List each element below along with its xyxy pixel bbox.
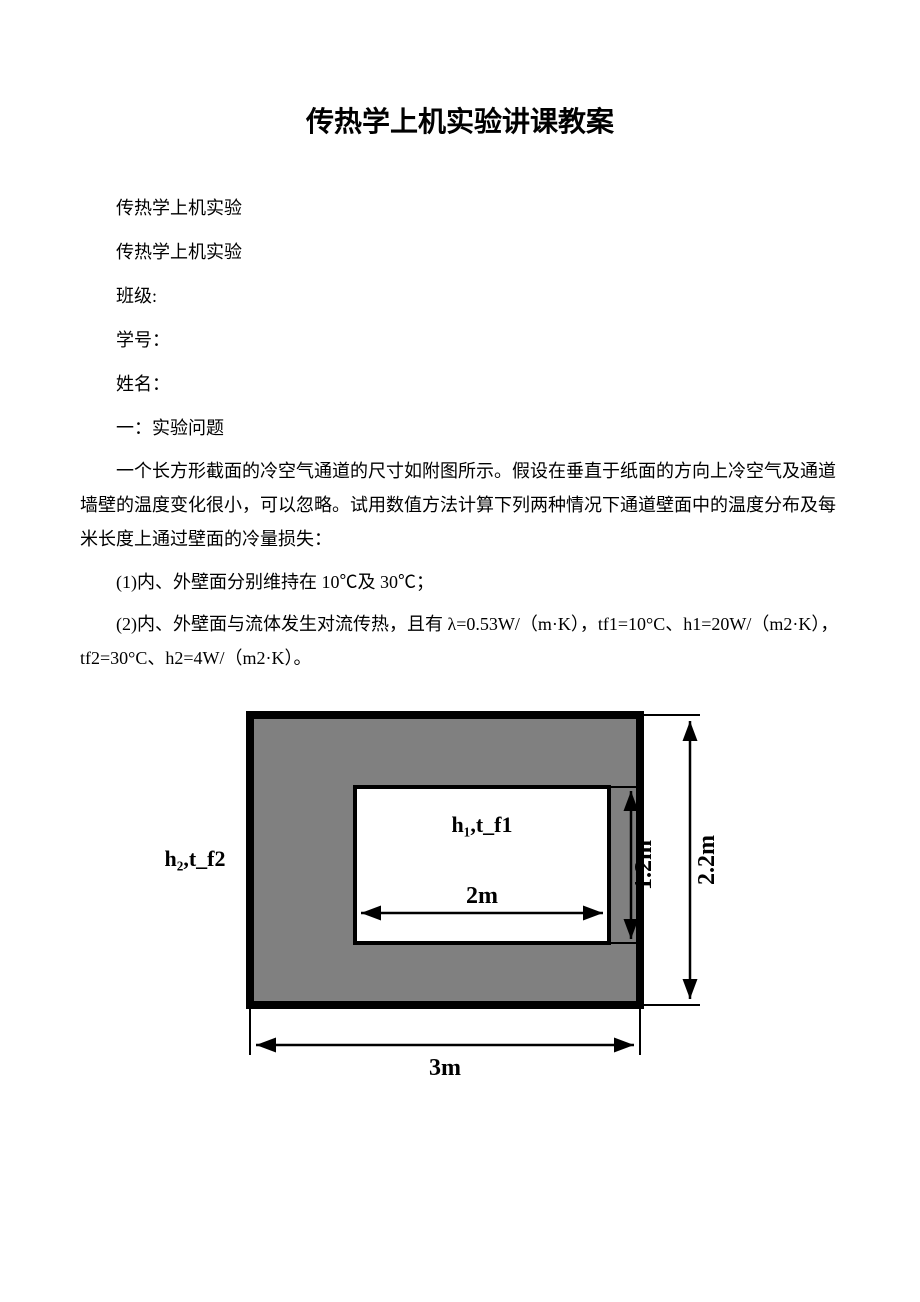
line-1: 传热学上机实验	[80, 190, 840, 226]
svg-text:2m: 2m	[466, 883, 498, 909]
svg-text:h₂,t_f2: h₂,t_f2	[165, 846, 226, 871]
body-paragraph-1: 一个长方形截面的冷空气通道的尺寸如附图所示。假设在垂直于纸面的方向上冷空气及通道…	[80, 454, 840, 557]
diagram-container: h₁,t_f1 h₂,t_f2 2m 1.2m 2.2m 3m	[80, 705, 840, 1090]
svg-text:2.2m: 2.2m	[694, 835, 720, 885]
svg-text:1.2m: 1.2m	[631, 840, 657, 890]
page-title: 传热学上机实验讲课教案	[80, 100, 840, 140]
svg-text:h₁,t_f1: h₁,t_f1	[452, 812, 513, 837]
line-name: 姓名：	[80, 366, 840, 402]
section-heading: 一：实验问题	[80, 410, 840, 446]
svg-text:3m: 3m	[429, 1055, 461, 1081]
line-class: 班级:	[80, 278, 840, 314]
duct-diagram: h₁,t_f1 h₂,t_f2 2m 1.2m 2.2m 3m	[150, 705, 770, 1090]
body-paragraph-2: (1)内、外壁面分别维持在 10℃及 30℃；	[80, 565, 840, 599]
duct-svg: h₁,t_f1 h₂,t_f2 2m 1.2m 2.2m 3m	[150, 705, 770, 1085]
line-2: 传热学上机实验	[80, 234, 840, 270]
body-paragraph-3: (2)内、外壁面与流体发生对流传热，且有 λ=0.53W/（m·K），tf1=1…	[80, 607, 840, 675]
line-studentno: 学号：	[80, 322, 840, 358]
